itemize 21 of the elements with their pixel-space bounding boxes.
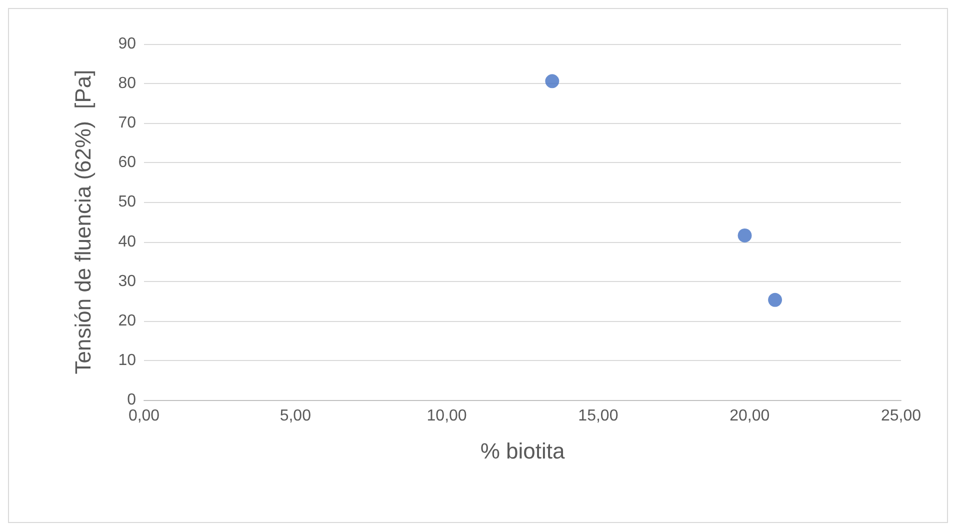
x-tick-label: 10,00 xyxy=(426,408,467,424)
y-axis-title: Tensión de fluencia (62%) [Pa] xyxy=(70,70,96,374)
y-tick-label: 60 xyxy=(118,154,136,172)
point xyxy=(738,228,752,242)
y-tick-label: 40 xyxy=(118,233,136,250)
x-tick-label: 25,00 xyxy=(880,408,922,424)
x-tick-label: 0,00 xyxy=(128,408,160,424)
y-tick-label: 10 xyxy=(118,352,136,369)
y-tick-label: 30 xyxy=(118,272,136,290)
point xyxy=(545,74,560,88)
y-tick-label: 20 xyxy=(118,312,136,330)
y-tick-label: 50 xyxy=(118,194,136,211)
x-tick-label: 5,00 xyxy=(280,408,312,424)
y-tick-label: 80 xyxy=(118,75,136,92)
y-tick-label: 90 xyxy=(118,36,136,52)
x-axis-title: % biotita xyxy=(480,438,566,464)
x-tick-label: 20,00 xyxy=(730,408,770,424)
y-tick-label: 0 xyxy=(127,392,136,408)
x-tick-label: 15,00 xyxy=(578,408,618,424)
point xyxy=(768,292,782,307)
y-tick-label: 70 xyxy=(118,114,136,132)
